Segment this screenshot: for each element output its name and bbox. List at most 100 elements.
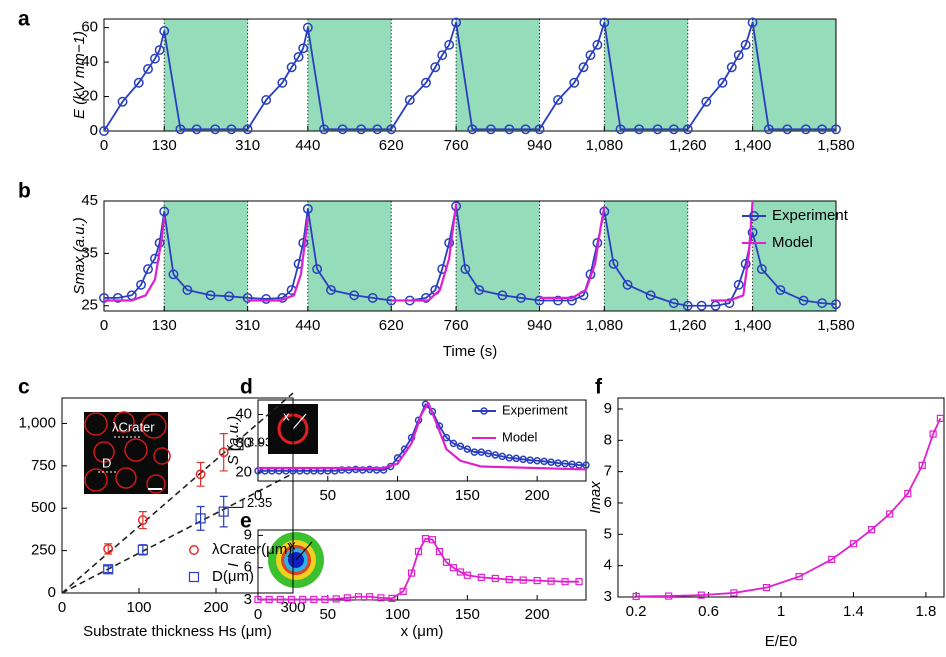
shaded-region [456,19,540,131]
point [575,578,583,586]
point [399,587,407,595]
error-bar [219,495,228,528]
plot-frame [103,200,837,312]
y-tick-label: 60 [81,19,98,36]
fit-line [61,472,294,594]
y-tick-label: 40 [235,405,252,422]
point [356,124,367,135]
point [99,126,109,136]
point [449,564,458,572]
point [299,595,307,604]
point [218,447,229,458]
point [533,577,541,585]
point [277,77,288,88]
x-tick-label: 150 [455,606,480,623]
shaded-region [307,201,392,311]
point [386,124,397,135]
point [456,568,464,576]
y-tick-label: 1,000 [18,414,56,431]
point [414,547,423,556]
y-tick-label: 6 [244,559,252,576]
point [366,593,374,601]
point [697,591,705,599]
x-tick-label: 1,580 [817,317,855,334]
point [634,124,645,135]
shaded-region [604,19,688,131]
error-bar [196,505,205,531]
point [497,290,508,301]
x-tick-label: 100 [385,487,410,504]
point [733,50,744,61]
y-tick-label: 250 [31,542,56,559]
point [740,258,751,269]
point [585,50,596,61]
point [428,536,437,544]
point [205,290,216,301]
legend-label: Model [772,234,813,251]
point [929,430,937,438]
point [582,461,590,469]
legend-marker [749,211,759,221]
point [505,454,513,462]
error-bar [196,461,205,487]
panel-letter: f [595,376,603,399]
point [349,290,360,301]
point [828,555,836,563]
x-tick-label: 1 [777,603,785,620]
x-tick-label: 620 [379,317,404,334]
point [195,469,206,480]
point [265,595,273,604]
point [817,298,828,309]
point [276,595,284,604]
point [136,279,147,290]
point [831,299,841,310]
point [191,124,202,135]
point [526,456,534,464]
y-tick-label: 9 [244,526,252,543]
point [578,62,589,73]
y-tick-label: 3 [604,588,612,605]
inset-image-e: x [268,532,324,588]
y-axis-label: I [225,563,242,567]
y-tick-label: 20 [235,463,252,480]
legend-label: Experiment [502,402,568,417]
panel-letter: e [240,510,252,533]
y-axis-label: Imax [587,481,604,514]
point [485,124,496,135]
point [632,592,640,600]
x-axis-label: Time (s) [443,343,497,360]
y-tick-label: 0 [90,122,98,139]
shaded-region [752,19,836,131]
point [367,292,378,303]
point [474,285,485,295]
point [561,578,569,586]
point [553,95,563,105]
y-tick-label: 7 [604,463,612,480]
y-tick-label: 3 [244,591,252,608]
x-tick-label: 940 [527,317,552,334]
y-tick-label: 20 [81,88,98,105]
point [421,77,431,88]
shaded-region [164,201,248,311]
x-tick-label: 760 [444,317,469,334]
point [112,292,123,303]
x-tick-label: 1,080 [586,317,624,334]
point [762,583,771,592]
point [388,594,396,602]
slope-bracket [227,499,244,508]
series-line [258,537,580,601]
point [332,595,340,603]
point [782,124,793,135]
inset-label: λCrater [112,419,155,434]
point [175,124,186,135]
y-tick-label: 750 [31,457,56,474]
point [168,269,179,280]
point [534,295,545,306]
point [696,300,707,311]
point [918,461,926,469]
y-tick-label: 45 [81,192,98,209]
point [547,577,555,585]
x-tick-label: 300 [280,599,305,616]
y-tick-label: 35 [81,244,98,261]
